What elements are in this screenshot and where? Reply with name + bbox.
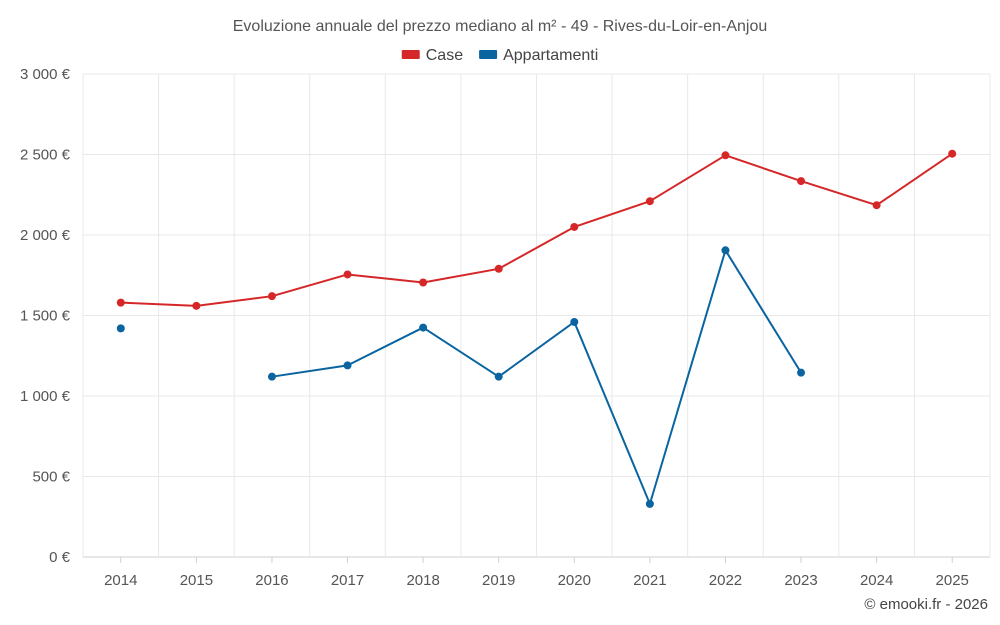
x-tick-label: 2020 bbox=[558, 572, 591, 589]
data-point[interactable] bbox=[116, 298, 125, 307]
x-tick-label: 2021 bbox=[633, 572, 666, 589]
data-point[interactable] bbox=[721, 151, 730, 160]
data-point[interactable] bbox=[797, 368, 806, 377]
data-point[interactable] bbox=[645, 499, 654, 508]
data-point[interactable] bbox=[419, 323, 428, 332]
y-tick-label: 3 000 € bbox=[20, 66, 71, 83]
x-tick-label: 2016 bbox=[255, 572, 288, 589]
data-point[interactable] bbox=[872, 201, 881, 210]
x-axis: 2014 2015 2016 2017 2018 2019 2020 2021 2022 2023… bbox=[104, 557, 969, 589]
x-tick-label: 2017 bbox=[331, 572, 364, 589]
series-case bbox=[116, 149, 957, 310]
data-point[interactable] bbox=[267, 292, 276, 301]
data-point[interactable] bbox=[267, 372, 276, 381]
series-line bbox=[271, 249, 802, 505]
chart-series bbox=[116, 149, 957, 508]
data-point[interactable] bbox=[343, 361, 352, 370]
data-point[interactable] bbox=[570, 222, 579, 231]
x-tick-label: 2025 bbox=[936, 572, 969, 589]
x-tick-label: 2024 bbox=[860, 572, 893, 589]
data-point[interactable] bbox=[192, 301, 201, 310]
data-point[interactable] bbox=[419, 278, 428, 287]
credit-text: © emooki.fr - 2026 bbox=[864, 596, 988, 613]
y-axis: 0 € 500 € 1 000 € 1 500 € 2 000 € 2 500 € 3 00… bbox=[20, 66, 71, 566]
y-tick-label: 0 € bbox=[49, 549, 71, 566]
data-point[interactable] bbox=[116, 324, 125, 333]
chart-grid bbox=[82, 73, 991, 558]
data-point[interactable] bbox=[721, 246, 730, 255]
x-tick-label: 2018 bbox=[406, 572, 439, 589]
x-tick-label: 2014 bbox=[104, 572, 137, 589]
data-point[interactable] bbox=[948, 149, 957, 158]
data-point[interactable] bbox=[570, 317, 579, 326]
chart-title: Evoluzione annuale del prezzo mediano al… bbox=[233, 18, 768, 35]
legend-swatch bbox=[479, 50, 498, 59]
x-tick-label: 2019 bbox=[482, 572, 515, 589]
legend-item-case[interactable]: Case bbox=[401, 47, 463, 64]
data-point[interactable] bbox=[645, 197, 654, 206]
series-appartamenti bbox=[116, 246, 806, 508]
series-line bbox=[120, 152, 953, 307]
legend-item-appartamenti[interactable]: Appartamenti bbox=[479, 47, 598, 64]
legend-swatch bbox=[401, 50, 420, 59]
data-point[interactable] bbox=[343, 270, 352, 279]
y-tick-label: 500 € bbox=[32, 469, 70, 486]
x-tick-label: 2022 bbox=[709, 572, 742, 589]
y-tick-label: 2 500 € bbox=[20, 147, 71, 164]
data-point[interactable] bbox=[797, 177, 806, 186]
legend-label: Case bbox=[426, 47, 463, 64]
chart-legend: Case Appartamenti bbox=[401, 47, 598, 64]
y-tick-label: 1 500 € bbox=[20, 308, 71, 325]
x-tick-label: 2023 bbox=[784, 572, 817, 589]
data-point[interactable] bbox=[494, 372, 503, 381]
x-tick-label: 2015 bbox=[180, 572, 213, 589]
y-tick-label: 1 000 € bbox=[20, 388, 71, 405]
data-point[interactable] bbox=[494, 264, 503, 273]
y-tick-label: 2 000 € bbox=[20, 227, 71, 244]
legend-label: Appartamenti bbox=[503, 47, 598, 64]
